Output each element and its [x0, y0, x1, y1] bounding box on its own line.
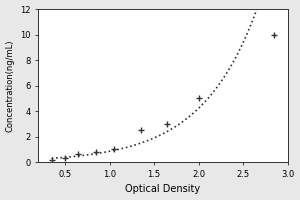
Y-axis label: Concentration(ng/mL): Concentration(ng/mL) — [6, 39, 15, 132]
X-axis label: Optical Density: Optical Density — [125, 184, 201, 194]
